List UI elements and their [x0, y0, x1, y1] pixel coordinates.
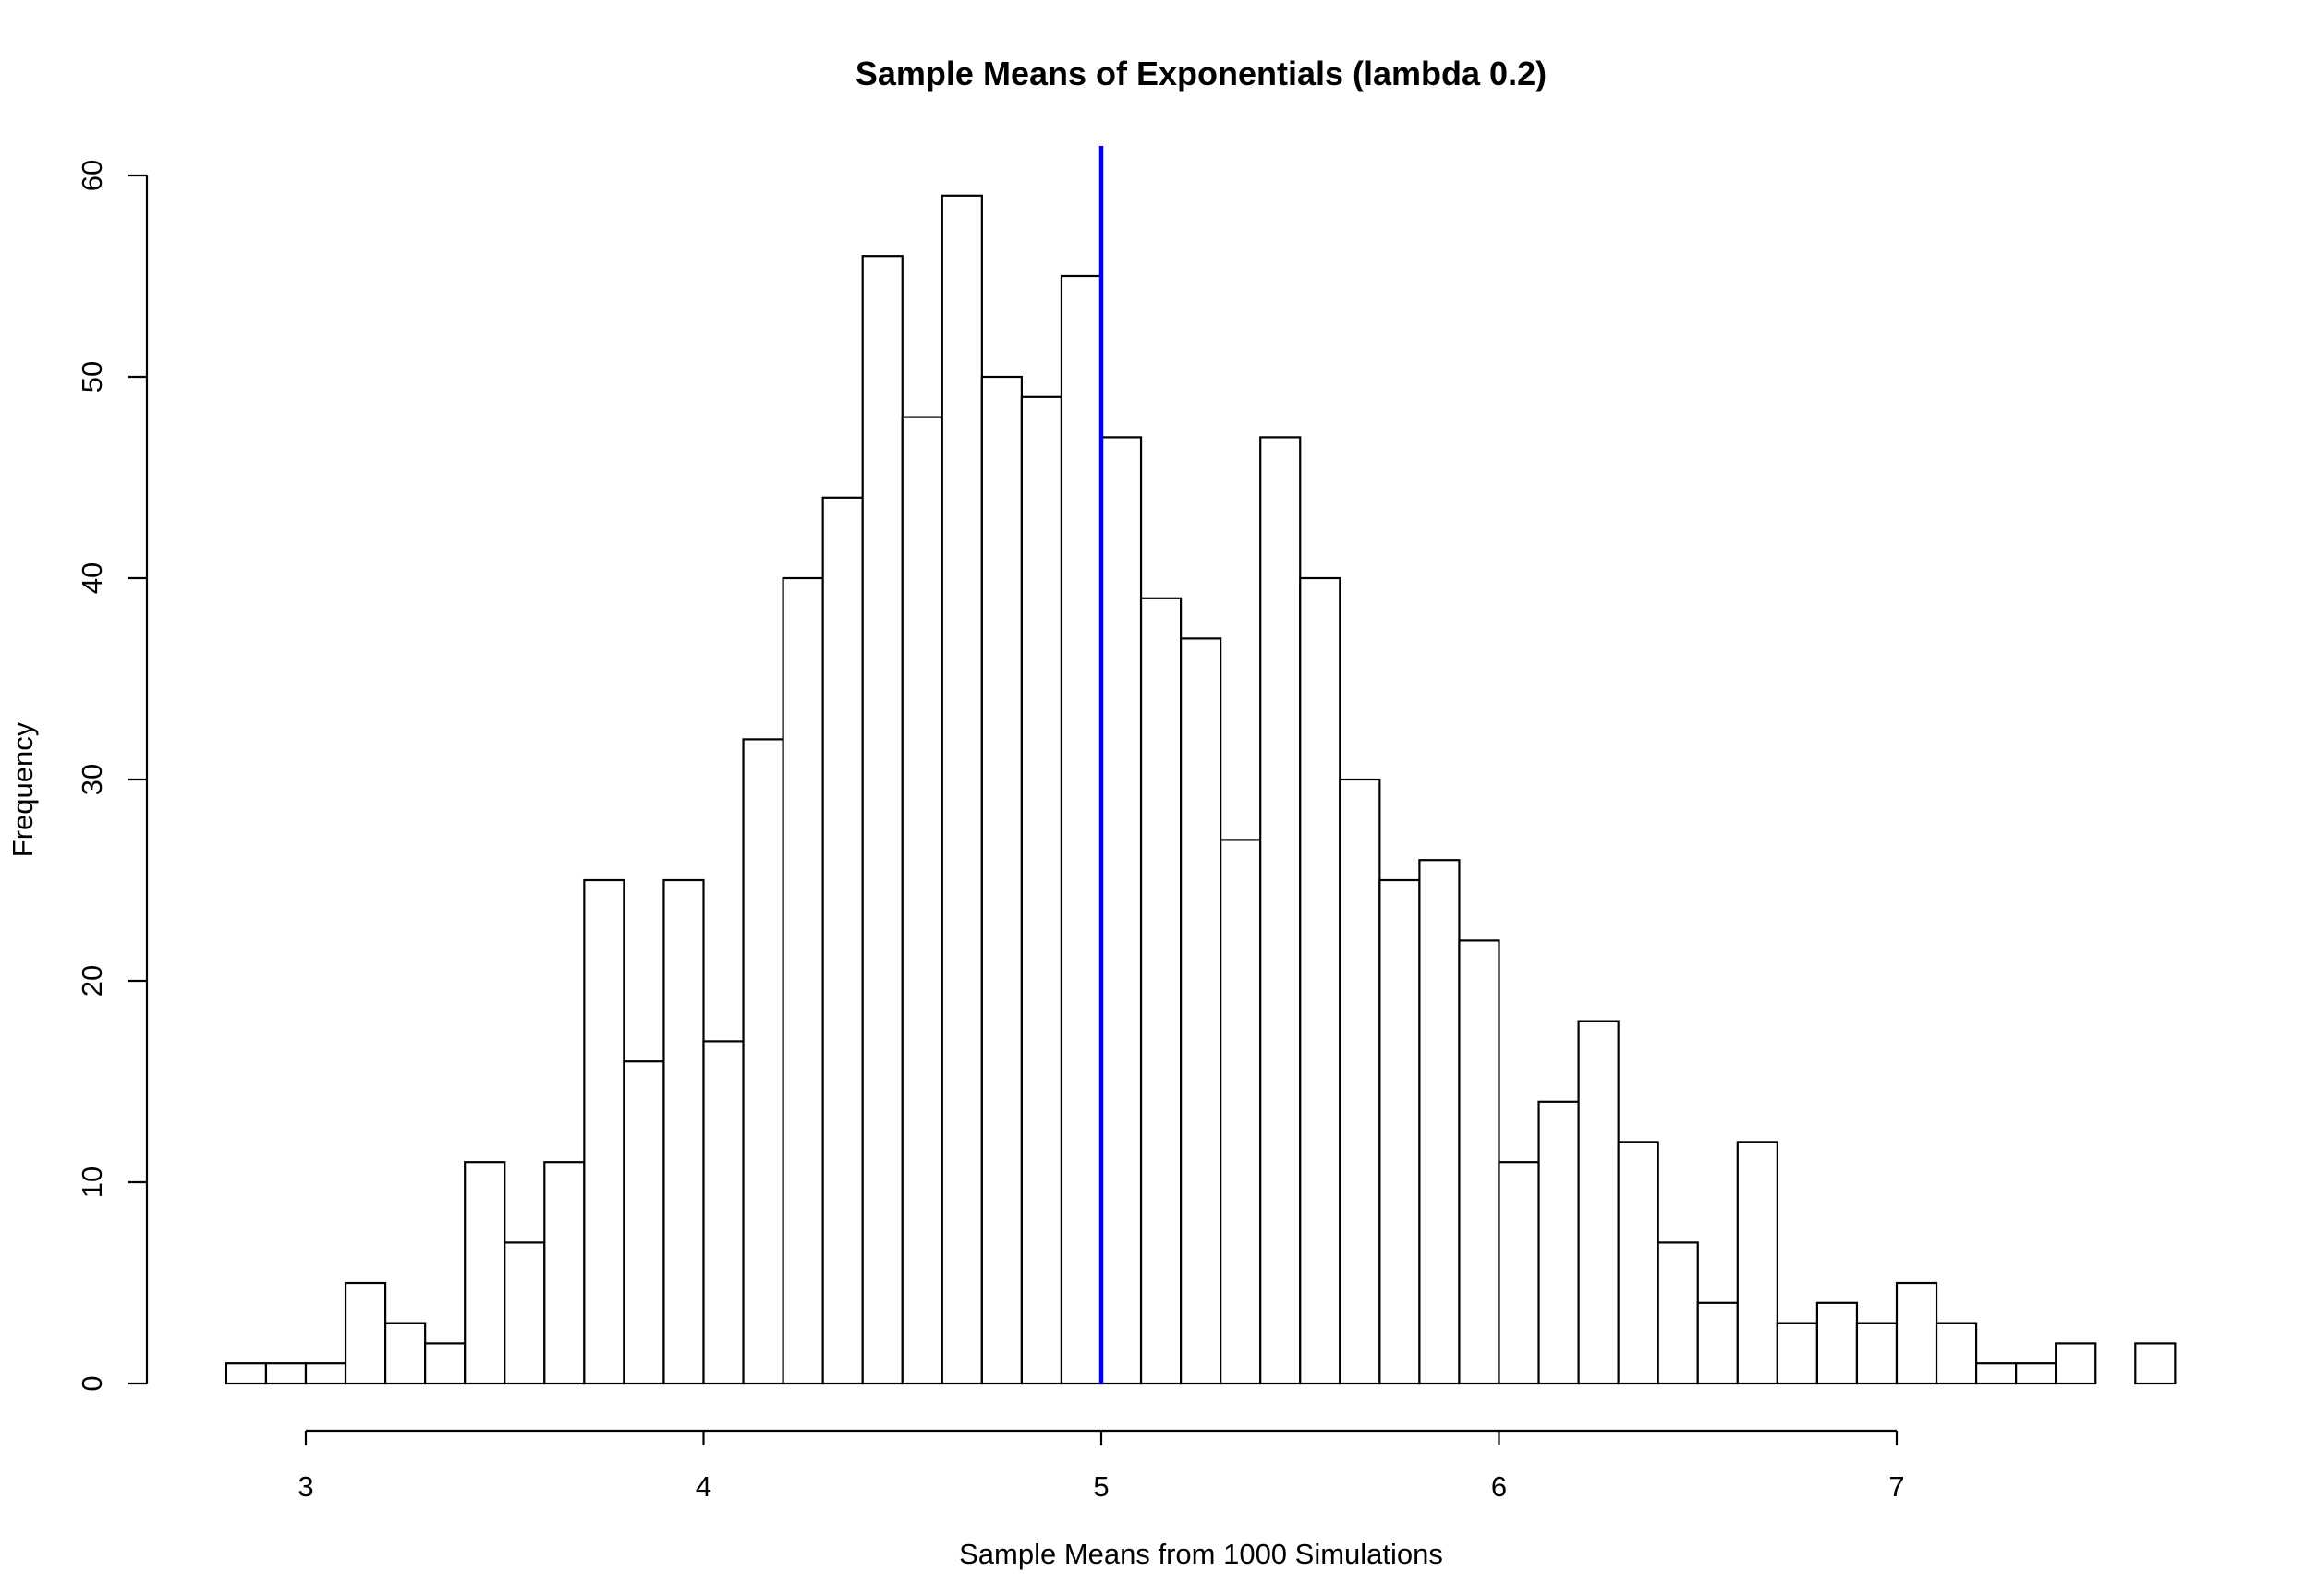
- histogram-bar: [1339, 778, 1381, 1385]
- histogram-bar: [1975, 1362, 2018, 1385]
- histogram-bar: [2015, 1362, 2057, 1385]
- histogram-bar: [1099, 436, 1143, 1385]
- histogram-bar: [225, 1362, 268, 1385]
- histogram-bar: [941, 194, 983, 1385]
- histogram-bar: [980, 375, 1023, 1385]
- histogram-bar: [702, 1040, 745, 1385]
- histogram-bar: [384, 1322, 427, 1385]
- histogram-bar: [304, 1362, 347, 1385]
- histogram-bar: [1259, 436, 1302, 1385]
- histogram-bar: [1378, 878, 1421, 1385]
- x-axis: 3 4 5 6 7: [297, 1429, 1905, 1503]
- histogram-bar: [1855, 1322, 1899, 1385]
- histogram-bar: [742, 738, 784, 1385]
- y-tick-label: 30: [76, 764, 108, 795]
- histogram-bar: [1498, 1161, 1540, 1385]
- histogram-bar: [264, 1362, 308, 1385]
- histogram-bar: [1418, 859, 1461, 1385]
- histogram-bar: [1139, 597, 1183, 1385]
- x-tick-label: 5: [1093, 1470, 1109, 1503]
- histogram-bar: [782, 576, 824, 1385]
- histogram-bar: [1020, 395, 1063, 1385]
- histogram-bar: [623, 1060, 665, 1385]
- histogram-bar: [583, 878, 625, 1385]
- histogram-bar: [1657, 1241, 1699, 1385]
- histogram-bar: [1577, 1020, 1620, 1385]
- y-tick-label: 50: [76, 361, 108, 393]
- histogram-bar: [861, 255, 904, 1385]
- x-axis-label: Sample Means from 1000 Simulations: [959, 1538, 1443, 1570]
- histogram-bar: [901, 416, 943, 1385]
- histogram-bar: [1736, 1141, 1778, 1385]
- x-tick-label: 3: [297, 1470, 313, 1503]
- y-tick-label: 60: [76, 160, 108, 191]
- y-tick-label: 40: [76, 562, 108, 594]
- histogram-bar: [1696, 1301, 1739, 1385]
- histogram-bar: [1179, 637, 1222, 1385]
- histogram-bars: [225, 194, 2177, 1385]
- histogram-bar: [1458, 939, 1500, 1385]
- histogram-bar: [821, 496, 864, 1385]
- y-tick-label: 0: [76, 1375, 108, 1391]
- histogram-bar: [1617, 1141, 1659, 1385]
- y-axis: 0 10 20 30 40 50 60: [76, 160, 149, 1392]
- histogram-bar: [1815, 1301, 1859, 1385]
- histogram-bar: [2134, 1342, 2177, 1385]
- histogram-bar: [464, 1161, 506, 1385]
- histogram-bar: [662, 878, 705, 1385]
- histogram-bar: [1935, 1322, 1978, 1385]
- histogram-bar: [1220, 839, 1262, 1385]
- histogram-bar: [1537, 1100, 1580, 1385]
- histogram-bar: [1060, 274, 1103, 1385]
- x-tick-label: 4: [696, 1470, 711, 1503]
- y-tick-label: 10: [76, 1167, 108, 1198]
- histogram-bar: [543, 1161, 586, 1385]
- y-axis-label: Frequency: [6, 721, 39, 857]
- histogram-bar: [344, 1281, 387, 1385]
- histogram-bar: [504, 1241, 546, 1385]
- x-tick-label: 6: [1491, 1470, 1507, 1503]
- x-tick-label: 7: [1888, 1470, 1904, 1503]
- histogram-bar: [1299, 576, 1341, 1385]
- histogram-bar: [1776, 1322, 1818, 1385]
- histogram-bar: [1895, 1281, 1938, 1385]
- chart-title: Sample Means of Exponentials (lambda 0.2…: [856, 54, 1547, 92]
- y-tick-label: 20: [76, 965, 108, 997]
- histogram-bar: [424, 1342, 467, 1385]
- histogram-bar: [2055, 1342, 2097, 1385]
